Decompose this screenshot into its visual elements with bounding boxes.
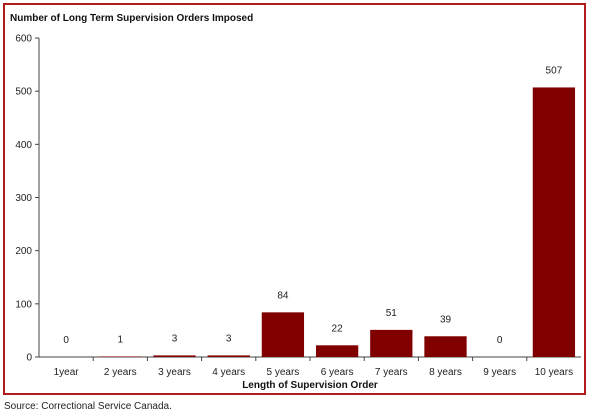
x-tick-label: 8 years [429,367,462,378]
bar [532,87,576,357]
x-tick-label: 3 years [158,367,191,378]
x-axis-title: Length of Supervision Order [242,380,378,391]
bar [153,355,196,357]
bar [424,336,467,357]
data-label: 1 [118,334,124,345]
y-tick-label: 500 [15,87,32,98]
data-label: 22 [332,323,344,334]
bar [207,355,250,357]
y-tick-label: 400 [15,140,32,151]
data-label: 39 [440,314,452,325]
bar [370,329,413,357]
bar [99,356,142,357]
bar [315,345,359,357]
x-tick-label: 5 years [267,367,300,378]
x-tick-label: 1year [54,367,80,378]
y-tick-label: 0 [26,353,32,364]
axes [35,37,581,361]
data-label: 507 [546,65,563,76]
y-tick-label: 300 [15,193,32,204]
bars [99,87,576,357]
bar-chart: Number of Long Term Supervision Orders I… [10,13,581,391]
x-tick-labels: 1year 2 years 3 years 4 years 5 years 6 years… [54,367,573,378]
data-label: 3 [172,333,178,344]
bar [261,312,305,357]
data-label: 3 [226,333,232,344]
data-labels: 0 1 3 3 84 22 51 39 0 507 [63,65,562,346]
data-label: 0 [497,335,503,346]
x-tick-label: 9 years [483,367,516,378]
x-tick-label: 4 years [212,367,245,378]
y-tick-label: 200 [15,246,32,257]
data-label: 0 [63,335,69,346]
data-label: 84 [277,290,289,301]
x-tick-label: 6 years [321,367,354,378]
x-tick-label: 10 years [535,367,573,378]
y-tick-labels: 0 100 200 300 400 500 600 [15,34,32,364]
x-tick-label: 7 years [375,367,408,378]
x-tick-label: 2 years [104,367,137,378]
y-tick-label: 100 [15,299,32,310]
data-label: 51 [386,308,398,319]
y-axis-title: Number of Long Term Supervision Orders I… [10,13,253,24]
source-note: Source: Correctional Service Canada. [4,401,172,412]
y-tick-label: 600 [15,34,32,45]
